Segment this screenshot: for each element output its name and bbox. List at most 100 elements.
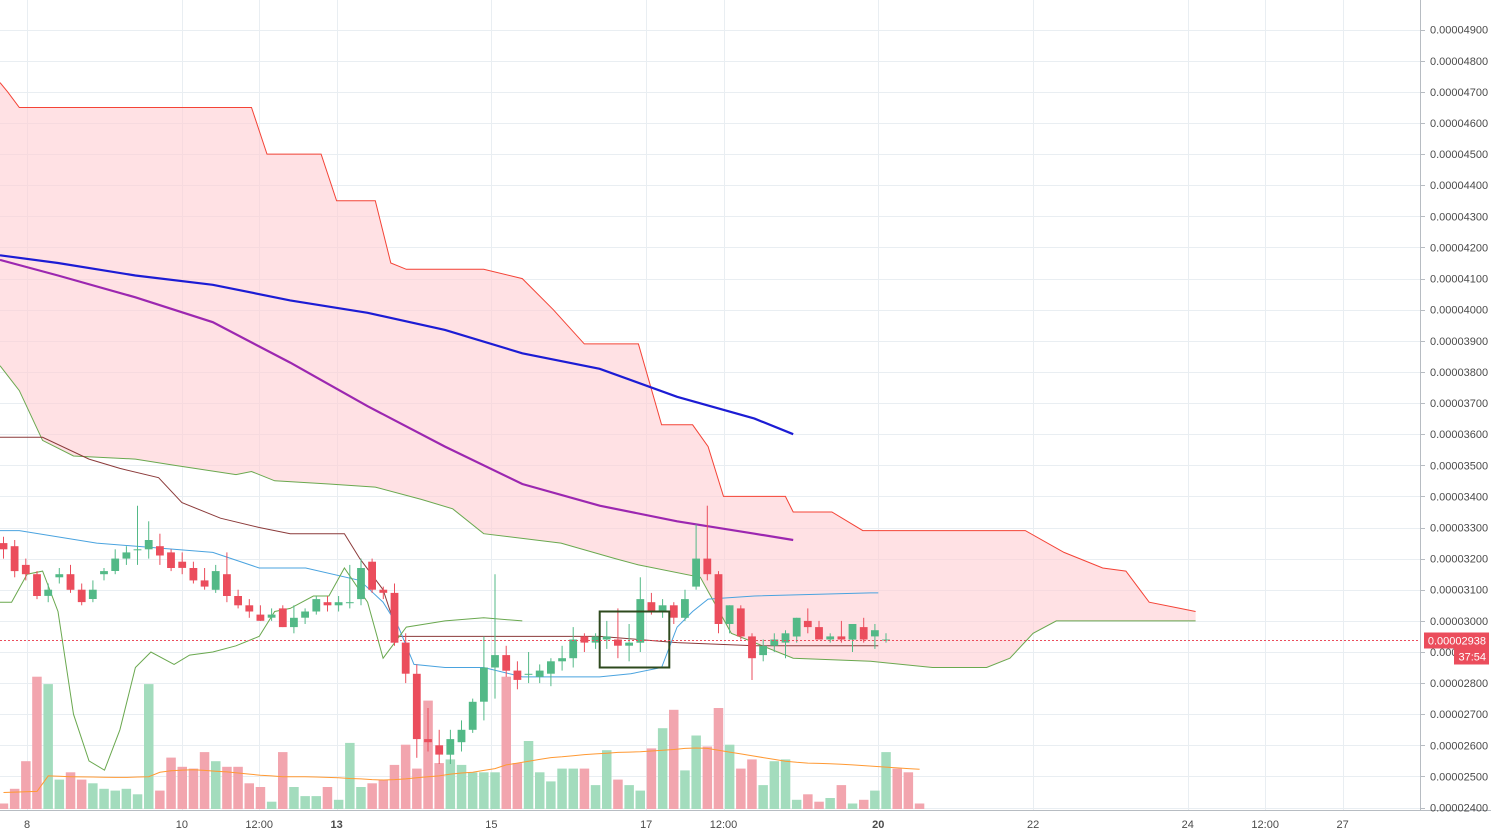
candle[interactable] <box>725 605 734 634</box>
slow-moving-average <box>0 254 794 436</box>
candle[interactable] <box>88 580 97 603</box>
candle[interactable] <box>267 608 276 621</box>
candle[interactable] <box>681 589 689 621</box>
candle[interactable] <box>759 639 767 662</box>
candle[interactable] <box>468 698 477 733</box>
candle[interactable] <box>77 583 86 606</box>
candle-body <box>312 599 321 612</box>
candle[interactable] <box>602 620 611 649</box>
candle[interactable] <box>33 571 41 600</box>
candle[interactable] <box>524 652 533 684</box>
candle[interactable] <box>21 558 30 581</box>
candle[interactable] <box>290 605 298 634</box>
candle[interactable] <box>178 552 187 575</box>
candle[interactable] <box>513 661 522 690</box>
candle[interactable] <box>491 574 499 699</box>
candle[interactable] <box>669 602 678 624</box>
last-price-label-group: 0.00002938 37:54 <box>1424 632 1489 665</box>
candle[interactable] <box>703 505 712 581</box>
candle[interactable] <box>848 624 857 652</box>
highlight-rectangle[interactable] <box>598 610 671 669</box>
candle[interactable] <box>792 617 801 643</box>
candle[interactable] <box>100 568 108 581</box>
candle[interactable] <box>0 536 8 559</box>
candle[interactable] <box>10 540 19 578</box>
candle[interactable] <box>580 633 589 652</box>
candle[interactable] <box>312 596 321 615</box>
candle[interactable] <box>379 586 388 600</box>
candle[interactable] <box>480 636 488 721</box>
candle[interactable] <box>301 608 309 624</box>
candle-body <box>77 589 86 603</box>
candle[interactable] <box>502 645 511 677</box>
y-tick-label: 0.00003500 <box>1430 460 1488 472</box>
candle[interactable] <box>345 564 354 609</box>
candle[interactable] <box>200 568 209 590</box>
candle-body <box>725 605 734 624</box>
axis-layer[interactable] <box>0 0 1491 811</box>
candle[interactable] <box>424 708 432 752</box>
candle-body <box>748 636 756 659</box>
volume-bar <box>289 787 299 809</box>
candle[interactable] <box>658 599 667 618</box>
y-tick-label: 0.00003400 <box>1430 491 1488 503</box>
candle[interactable] <box>558 645 566 671</box>
candle[interactable] <box>278 605 287 628</box>
candle[interactable] <box>591 633 600 649</box>
candle[interactable] <box>122 546 131 565</box>
candle[interactable] <box>234 589 242 609</box>
candle[interactable] <box>770 633 779 652</box>
candle[interactable] <box>692 524 700 590</box>
candle[interactable] <box>871 624 879 649</box>
volume-bar <box>356 787 366 809</box>
candle[interactable] <box>245 599 254 618</box>
candle[interactable] <box>748 633 756 680</box>
candle-body <box>569 639 578 659</box>
candle-body <box>189 568 198 581</box>
candle[interactable] <box>111 549 120 575</box>
candle[interactable] <box>882 633 890 643</box>
candle[interactable] <box>357 558 365 606</box>
candle[interactable] <box>211 564 220 593</box>
candle[interactable] <box>781 630 790 659</box>
candle[interactable] <box>714 571 723 634</box>
candle[interactable] <box>803 608 812 634</box>
candle[interactable] <box>614 608 622 659</box>
candle[interactable] <box>401 633 410 684</box>
candle[interactable] <box>256 605 265 621</box>
volume-bar <box>479 772 489 809</box>
candle-layer[interactable] <box>0 505 890 764</box>
candle[interactable] <box>390 583 399 646</box>
volume-bar <box>367 783 377 809</box>
candle[interactable] <box>412 664 421 758</box>
candle[interactable] <box>167 549 175 572</box>
candle[interactable] <box>859 617 868 643</box>
candle[interactable] <box>457 720 466 752</box>
candle[interactable] <box>636 577 645 652</box>
candle[interactable] <box>446 729 455 764</box>
candle[interactable] <box>55 568 64 584</box>
candle[interactable] <box>815 620 823 640</box>
candle[interactable] <box>323 596 332 612</box>
candle[interactable] <box>368 558 376 593</box>
candle[interactable] <box>223 552 231 603</box>
candle[interactable] <box>547 658 555 687</box>
candle-body <box>245 605 254 612</box>
volume-bar <box>445 759 456 809</box>
volume-bar <box>0 803 9 809</box>
candle[interactable] <box>736 605 745 640</box>
candle[interactable] <box>535 664 544 684</box>
candle[interactable] <box>144 521 153 559</box>
candle[interactable] <box>156 533 164 565</box>
candle[interactable] <box>826 633 835 643</box>
candle[interactable] <box>44 583 53 603</box>
candle[interactable] <box>334 596 343 612</box>
candle[interactable] <box>133 505 142 565</box>
candle[interactable] <box>66 564 75 593</box>
candle[interactable] <box>837 620 846 643</box>
candle[interactable] <box>189 561 198 584</box>
candle[interactable] <box>569 627 578 668</box>
candle[interactable] <box>625 624 633 662</box>
candle[interactable] <box>435 729 444 764</box>
